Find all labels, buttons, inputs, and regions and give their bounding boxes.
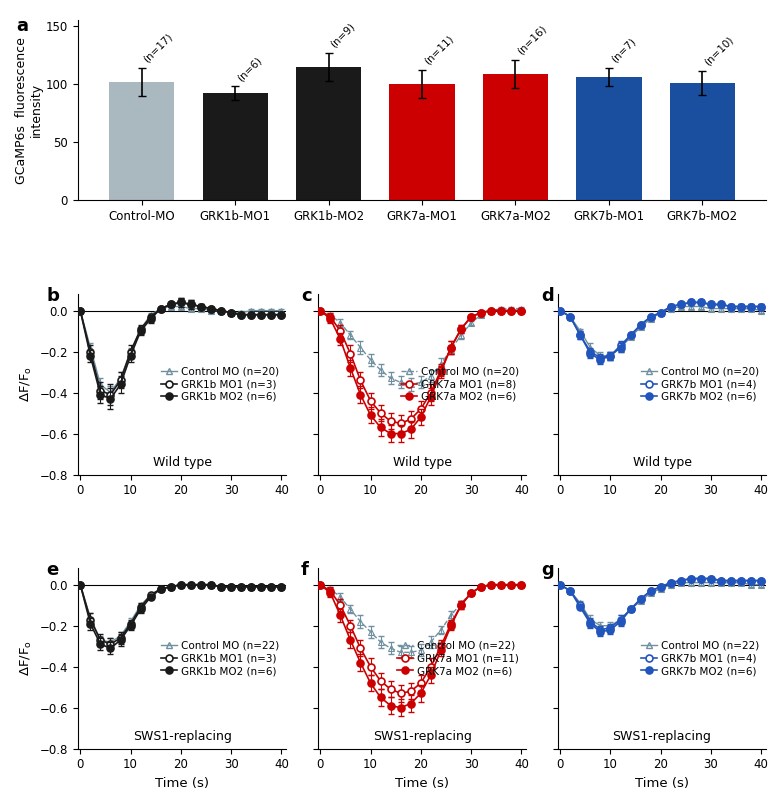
Text: Wild type: Wild type bbox=[393, 456, 451, 469]
Bar bbox=[576, 77, 642, 200]
Text: b: b bbox=[47, 287, 59, 305]
Legend: Control MO (n=20), GRK7b MO1 (n=4), GRK7b MO2 (n=6): Control MO (n=20), GRK7b MO1 (n=4), GRK7… bbox=[639, 365, 761, 404]
Bar bbox=[109, 82, 174, 200]
Text: g: g bbox=[541, 561, 554, 579]
Text: a: a bbox=[16, 17, 28, 35]
X-axis label: Time (s): Time (s) bbox=[635, 777, 689, 790]
Legend: Control MO (n=20), GRK7a MO1 (n=8), GRK7a MO2 (n=6): Control MO (n=20), GRK7a MO1 (n=8), GRK7… bbox=[399, 365, 521, 404]
Bar bbox=[296, 67, 361, 200]
Bar bbox=[483, 73, 548, 200]
Text: SWS1-replacing: SWS1-replacing bbox=[373, 730, 471, 743]
Bar bbox=[389, 84, 455, 200]
Legend: Control MO (n=22), GRK7a MO1 (n=11), GRK7a MO2 (n=6): Control MO (n=22), GRK7a MO1 (n=11), GRK… bbox=[395, 639, 521, 678]
Legend: Control MO (n=22), GRK1b MO1 (n=3), GRK1b MO2 (n=6): Control MO (n=22), GRK1b MO1 (n=3), GRK1… bbox=[159, 639, 281, 678]
X-axis label: Time (s): Time (s) bbox=[395, 777, 449, 790]
Text: (n=9): (n=9) bbox=[328, 21, 357, 49]
Text: f: f bbox=[301, 561, 309, 579]
Bar bbox=[202, 93, 268, 200]
Y-axis label: $\Delta$F/F$_\mathrm{o}$: $\Delta$F/F$_\mathrm{o}$ bbox=[19, 366, 34, 402]
Text: d: d bbox=[541, 287, 554, 305]
Text: (n=10): (n=10) bbox=[703, 35, 735, 68]
Text: (n=6): (n=6) bbox=[235, 55, 264, 83]
X-axis label: Time (s): Time (s) bbox=[155, 777, 209, 790]
Y-axis label: $\Delta$F/F$_\mathrm{o}$: $\Delta$F/F$_\mathrm{o}$ bbox=[19, 641, 34, 676]
Text: SWS1-replacing: SWS1-replacing bbox=[612, 730, 711, 743]
Text: (n=17): (n=17) bbox=[142, 31, 175, 64]
Text: Wild type: Wild type bbox=[633, 456, 692, 469]
Text: SWS1-replacing: SWS1-replacing bbox=[133, 730, 232, 743]
Text: e: e bbox=[47, 561, 59, 579]
Text: Wild type: Wild type bbox=[152, 456, 212, 469]
Legend: Control MO (n=20), GRK1b MO1 (n=3), GRK1b MO2 (n=6): Control MO (n=20), GRK1b MO1 (n=3), GRK1… bbox=[159, 365, 281, 404]
Text: (n=11): (n=11) bbox=[422, 34, 455, 67]
Text: (n=16): (n=16) bbox=[516, 23, 548, 56]
Bar bbox=[670, 83, 735, 200]
Y-axis label: GCaMP6s  fluorescence
intensity: GCaMP6s fluorescence intensity bbox=[15, 37, 43, 184]
Text: c: c bbox=[301, 287, 312, 305]
Text: (n=7): (n=7) bbox=[609, 36, 637, 64]
Legend: Control MO (n=22), GRK7b MO1 (n=4), GRK7b MO2 (n=6): Control MO (n=22), GRK7b MO1 (n=4), GRK7… bbox=[639, 639, 761, 678]
